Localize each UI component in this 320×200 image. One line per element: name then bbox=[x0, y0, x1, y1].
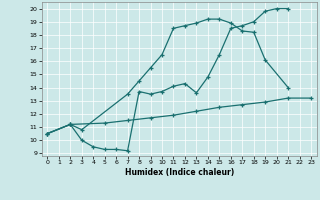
X-axis label: Humidex (Indice chaleur): Humidex (Indice chaleur) bbox=[124, 168, 234, 177]
